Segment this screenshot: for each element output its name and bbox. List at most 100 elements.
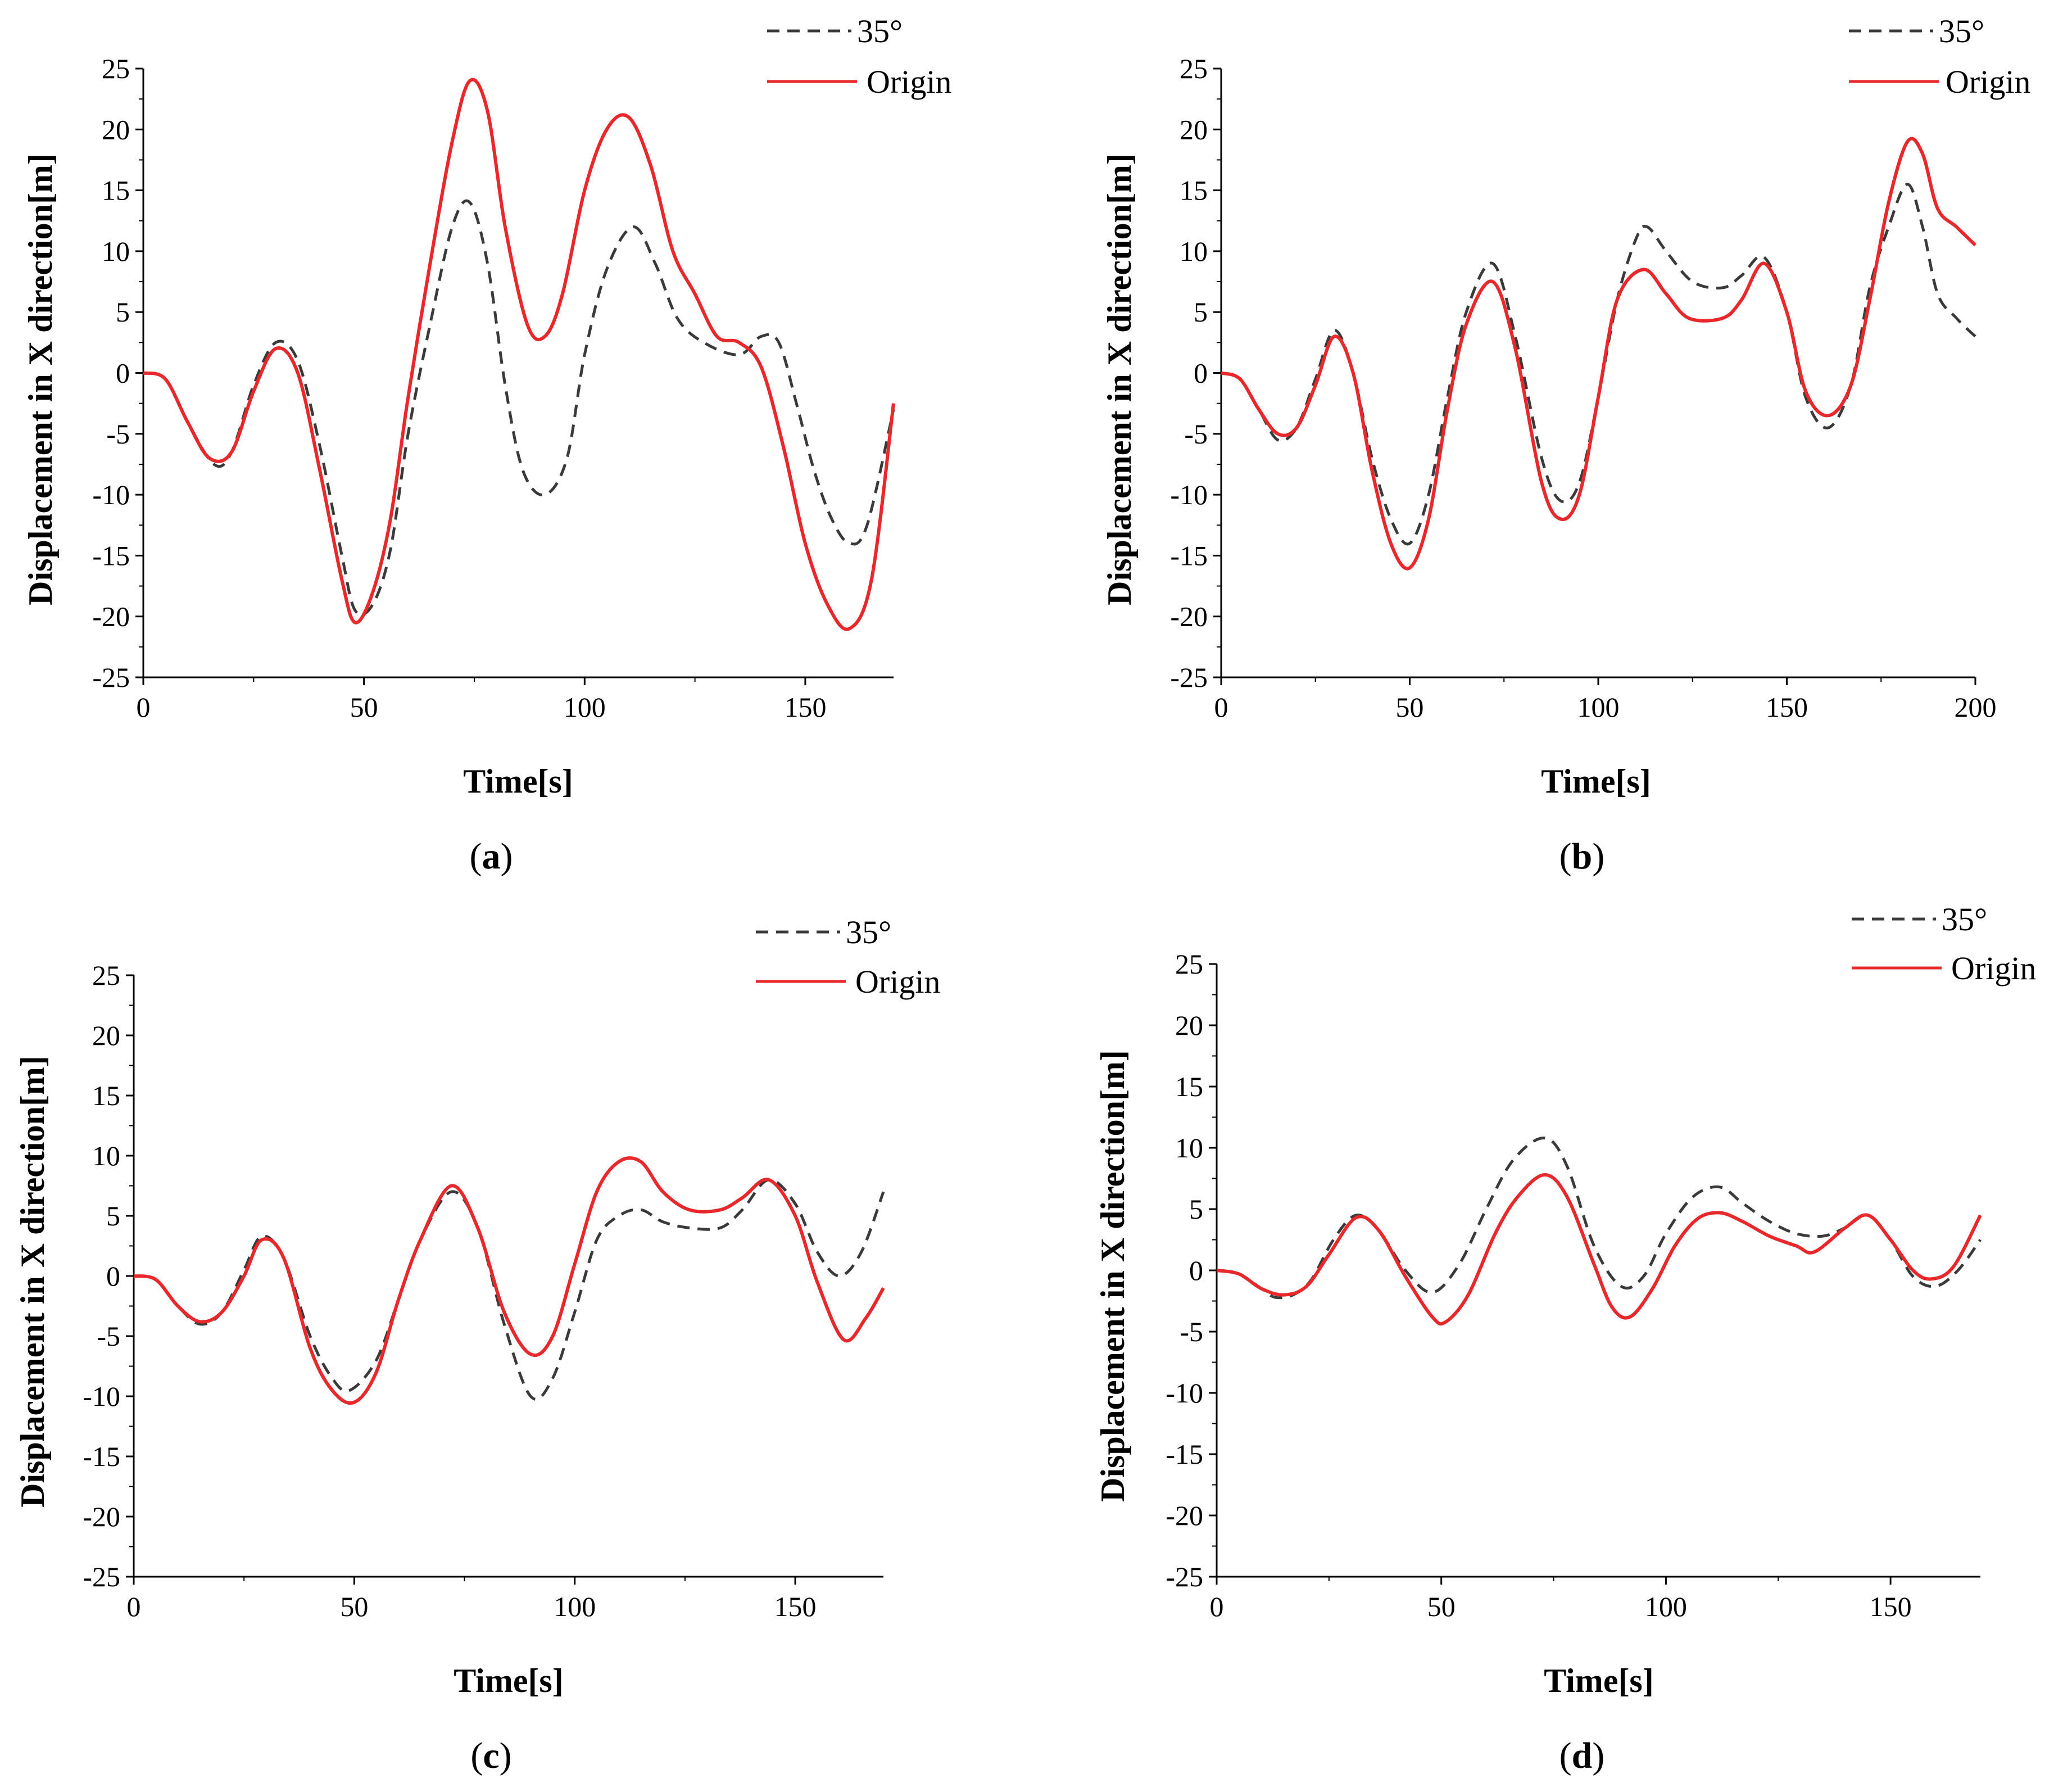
axes: -25 -20 -15 -10 -5 0 5 10 15 20 25 0 50 100 150 xyxy=(1166,948,1980,1622)
y-tick-label: -20 xyxy=(83,1501,120,1532)
y-tick-label: 25 xyxy=(1175,948,1203,980)
y-tick-label: -25 xyxy=(1170,662,1208,693)
y-tick-label: 5 xyxy=(1189,1193,1203,1225)
panel-d: Displacement in X direction[m] Time[s] (… xyxy=(1094,901,2036,1776)
y-tick-label: 0 xyxy=(106,1260,120,1292)
y-tick-label: -20 xyxy=(1166,1500,1203,1531)
y-tick-label: -20 xyxy=(1170,601,1208,632)
x-tick-label: 150 xyxy=(1870,1591,1912,1622)
series-line-35deg xyxy=(133,1178,885,1401)
x-tick-label: 50 xyxy=(1427,1591,1456,1622)
y-tick-label: 15 xyxy=(1175,1071,1203,1102)
x-tick-label: 0 xyxy=(137,691,151,723)
x-tick-label: 100 xyxy=(564,691,606,723)
series-line-origin xyxy=(1216,1173,1982,1326)
legend: 35° Origin xyxy=(756,914,940,1000)
panel-b: Displacement in X direction[m] Time[s] (… xyxy=(1101,13,2030,877)
panel-caption: (a) xyxy=(470,836,513,877)
legend-label-origin: Origin xyxy=(1951,950,2036,986)
y-axis-title: Displacement in X direction[m] xyxy=(1094,1050,1131,1502)
y-tick-label: -15 xyxy=(83,1441,120,1472)
panel-c: Displacement in X direction[m] Time[s] (… xyxy=(14,914,940,1776)
panel-a: Displacement in X direction[m] Time[s] (… xyxy=(22,13,951,877)
x-tick-label: 0 xyxy=(1210,1591,1224,1622)
y-tick-label: 15 xyxy=(92,1080,120,1111)
legend-label-35deg: 35° xyxy=(1939,13,1984,49)
legend: 35° Origin xyxy=(767,13,951,100)
y-tick-label: 25 xyxy=(102,53,130,84)
x-tick-label: 0 xyxy=(1214,691,1228,723)
y-tick-label: -5 xyxy=(1184,418,1208,450)
y-tick-label: 10 xyxy=(1175,1132,1203,1164)
y-tick-label: -15 xyxy=(1166,1438,1203,1470)
y-tick-label: 5 xyxy=(1194,296,1208,328)
y-tick-label: 25 xyxy=(92,960,120,991)
caption-letter: a xyxy=(482,836,501,877)
panel-caption: (b) xyxy=(1559,836,1605,877)
y-tick-label: -10 xyxy=(1166,1377,1203,1409)
axes: -25 -20 -15 -10 -5 0 5 10 15 20 25 0 50 100 150 200 xyxy=(1170,53,1996,723)
y-tick-label: -5 xyxy=(106,418,130,450)
x-axis-title: Time[s] xyxy=(1544,1662,1654,1699)
y-tick-label: -5 xyxy=(1180,1316,1203,1347)
y-tick-label: -25 xyxy=(92,662,130,693)
y-tick-label: 20 xyxy=(92,1020,120,1051)
x-tick-label: 150 xyxy=(784,691,826,723)
y-axis-title: Displacement in X direction[m] xyxy=(22,153,59,605)
y-tick-label: 10 xyxy=(1180,236,1208,267)
caption-letter: d xyxy=(1572,1735,1593,1776)
y-tick-label: -15 xyxy=(1170,540,1208,571)
y-tick-label: -10 xyxy=(92,479,130,510)
x-axis-title: Time[s] xyxy=(463,763,573,800)
y-tick-label: 20 xyxy=(102,114,130,145)
x-tick-label: 50 xyxy=(1396,691,1424,723)
y-tick-label: 5 xyxy=(116,296,130,328)
y-tick-label: -10 xyxy=(83,1381,120,1412)
x-tick-label: 0 xyxy=(127,1591,141,1622)
caption-letter: c xyxy=(483,1735,499,1776)
x-tick-label: 150 xyxy=(1766,691,1808,723)
x-tick-label: 150 xyxy=(774,1591,817,1622)
y-axis-title: Displacement in X direction[m] xyxy=(1101,153,1138,605)
panel-caption: (d) xyxy=(1559,1735,1605,1776)
y-tick-label: 0 xyxy=(1194,358,1208,389)
x-tick-label: 50 xyxy=(350,691,378,723)
legend-label-origin: Origin xyxy=(1946,64,2030,100)
y-tick-label: -10 xyxy=(1170,479,1208,510)
y-tick-label: 0 xyxy=(1189,1255,1203,1286)
panel-caption: (c) xyxy=(470,1735,511,1776)
legend: 35° Origin xyxy=(1852,901,2036,986)
y-tick-label: 10 xyxy=(92,1140,120,1171)
x-tick-label: 50 xyxy=(340,1591,368,1622)
y-tick-label: 5 xyxy=(106,1200,120,1232)
series-line-origin xyxy=(143,78,895,631)
y-tick-label: -25 xyxy=(83,1561,120,1592)
axes: -25 -20 -15 -10 -5 0 5 10 15 20 25 0 50 100 150 xyxy=(83,960,883,1622)
y-tick-label: -5 xyxy=(97,1320,120,1352)
y-tick-label: -25 xyxy=(1166,1561,1203,1592)
y-tick-label: 15 xyxy=(102,175,130,206)
y-tick-label: -15 xyxy=(92,540,130,571)
series-line-origin xyxy=(133,1156,885,1405)
series-line-origin xyxy=(1221,137,1977,571)
y-tick-label: 0 xyxy=(116,358,130,389)
legend: 35° Origin xyxy=(1849,13,2030,100)
legend-label-origin: Origin xyxy=(855,963,940,1000)
x-tick-label: 100 xyxy=(1577,691,1620,723)
series-line-35deg xyxy=(143,199,895,617)
y-tick-label: -20 xyxy=(92,601,130,632)
y-tick-label: 20 xyxy=(1180,114,1208,145)
x-tick-label: 200 xyxy=(1955,691,1997,723)
x-axis-title: Time[s] xyxy=(1541,763,1651,800)
x-tick-label: 100 xyxy=(554,1591,596,1622)
caption-letter: b xyxy=(1572,836,1593,877)
legend-label-35deg: 35° xyxy=(1942,901,1987,938)
y-tick-label: 10 xyxy=(102,236,130,267)
y-tick-label: 20 xyxy=(1175,1010,1203,1041)
y-tick-label: 15 xyxy=(1180,175,1208,206)
x-tick-label: 100 xyxy=(1645,1591,1687,1622)
y-axis-title: Displacement in X direction[m] xyxy=(14,1056,51,1508)
y-tick-label: 25 xyxy=(1180,53,1208,84)
